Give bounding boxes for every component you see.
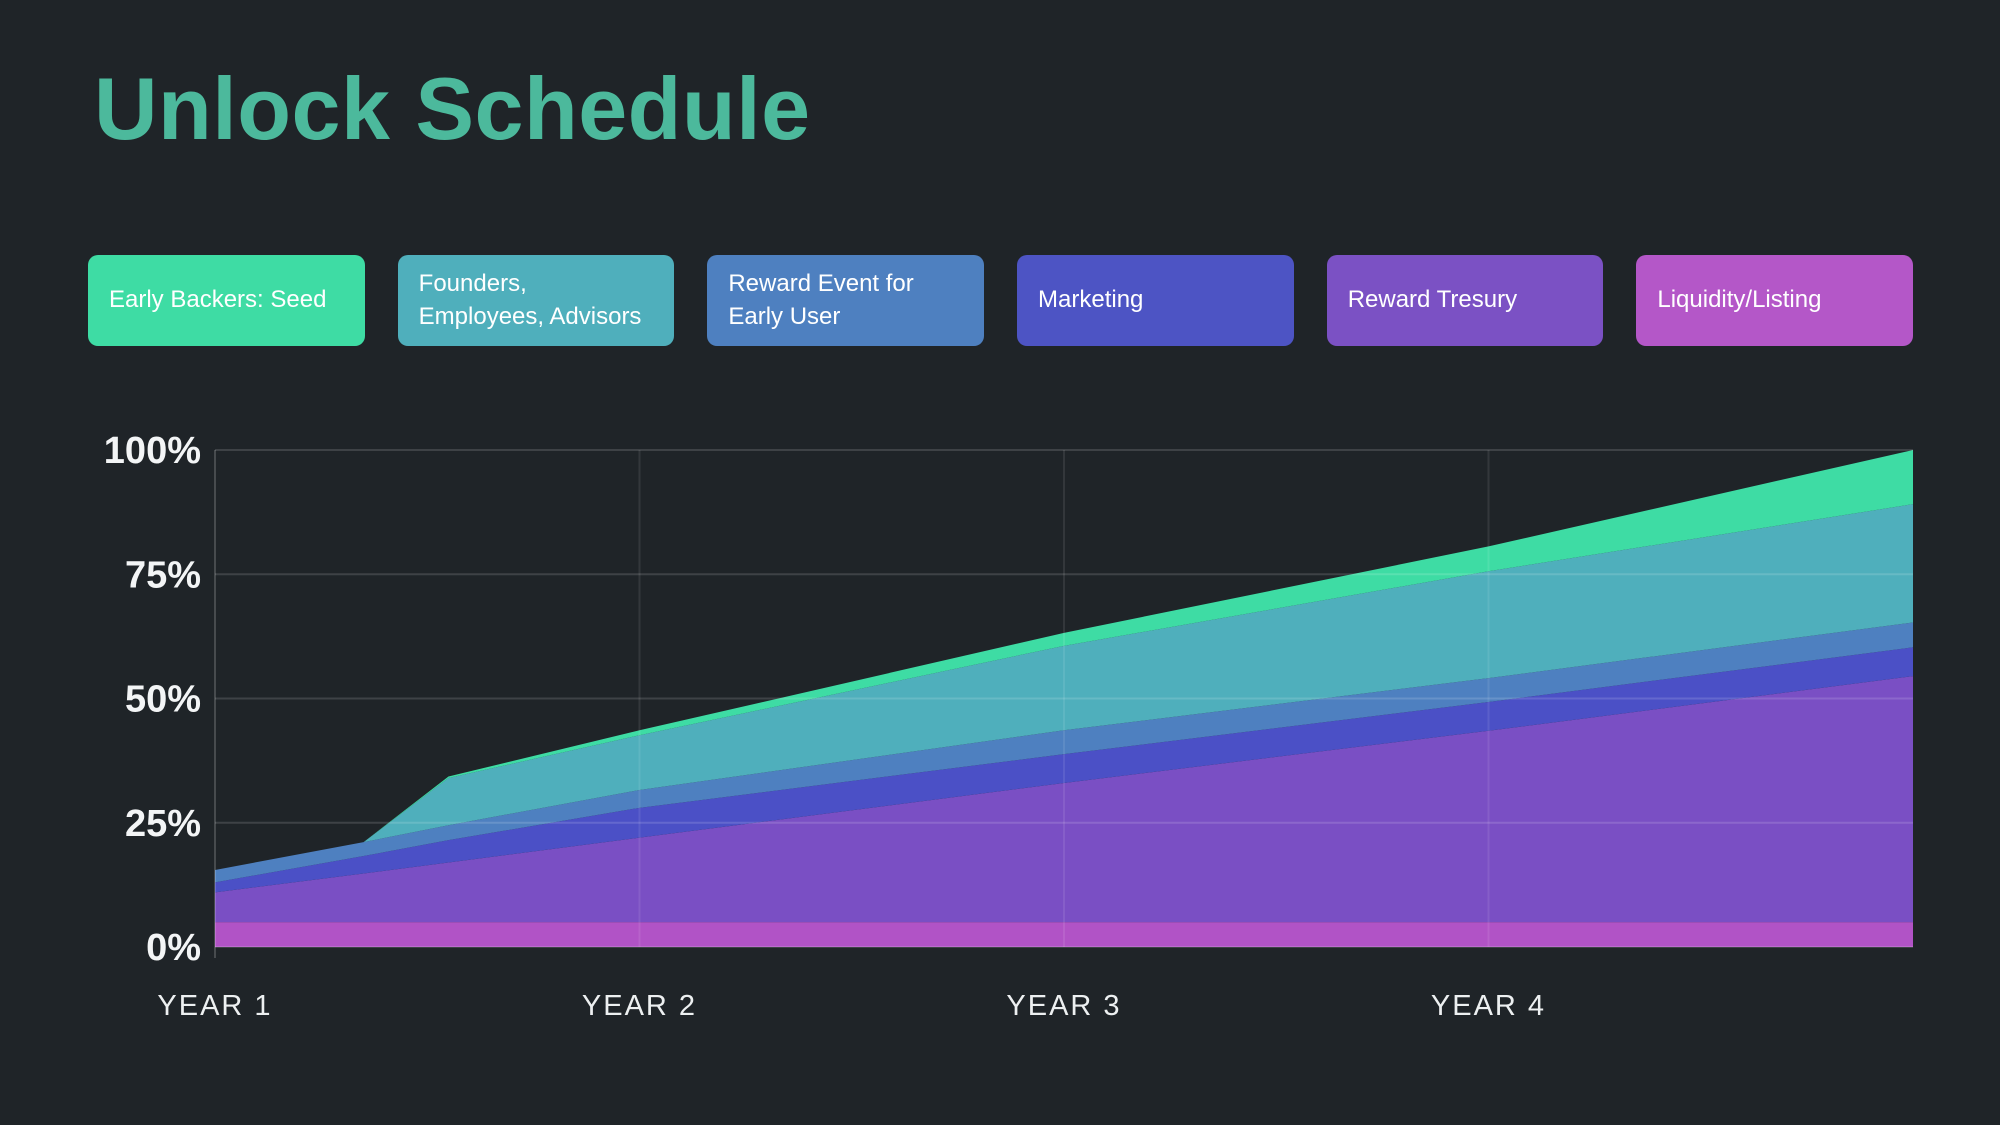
y-axis-label-100pct: 100% — [104, 430, 201, 472]
x-axis-label-year-1: YEAR 1 — [157, 990, 272, 1022]
legend: Early Backers: Seed Founders, Employees,… — [88, 255, 1914, 346]
area-founders-employees-advisors — [215, 504, 1913, 870]
legend-item-marketing[interactable]: Marketing — [1017, 255, 1294, 346]
page-title: Unlock Schedule — [94, 59, 811, 158]
legend-item-early-backers-seed[interactable]: Early Backers: Seed — [88, 255, 365, 346]
legend-item-liquidity-listing[interactable]: Liquidity/Listing — [1636, 255, 1914, 346]
area-marketing — [215, 647, 1913, 893]
y-axis-label-50pct: 50% — [125, 679, 201, 721]
area-early-backers-seed — [215, 450, 1913, 870]
y-axis-label-0pct: 0% — [146, 927, 201, 969]
x-axis-label-year-3: YEAR 3 — [1006, 990, 1121, 1022]
x-axis-label-year-2: YEAR 2 — [582, 990, 697, 1022]
area-liquidity-listing — [215, 922, 1913, 947]
legend-item-reward-tresury[interactable]: Reward Tresury — [1326, 255, 1604, 346]
area-reward-tresury — [215, 676, 1913, 923]
x-axis-label-year-4: YEAR 4 — [1431, 990, 1546, 1022]
area-reward-event-for-early-user — [215, 622, 1913, 883]
legend-item-founders-employees-advisors[interactable]: Founders, Employees, Advisors — [397, 255, 675, 346]
y-axis-label-25pct: 25% — [125, 803, 201, 845]
y-axis-label-75pct: 75% — [125, 554, 201, 596]
legend-item-reward-event-early-user[interactable]: Reward Event for Early User — [707, 255, 985, 346]
